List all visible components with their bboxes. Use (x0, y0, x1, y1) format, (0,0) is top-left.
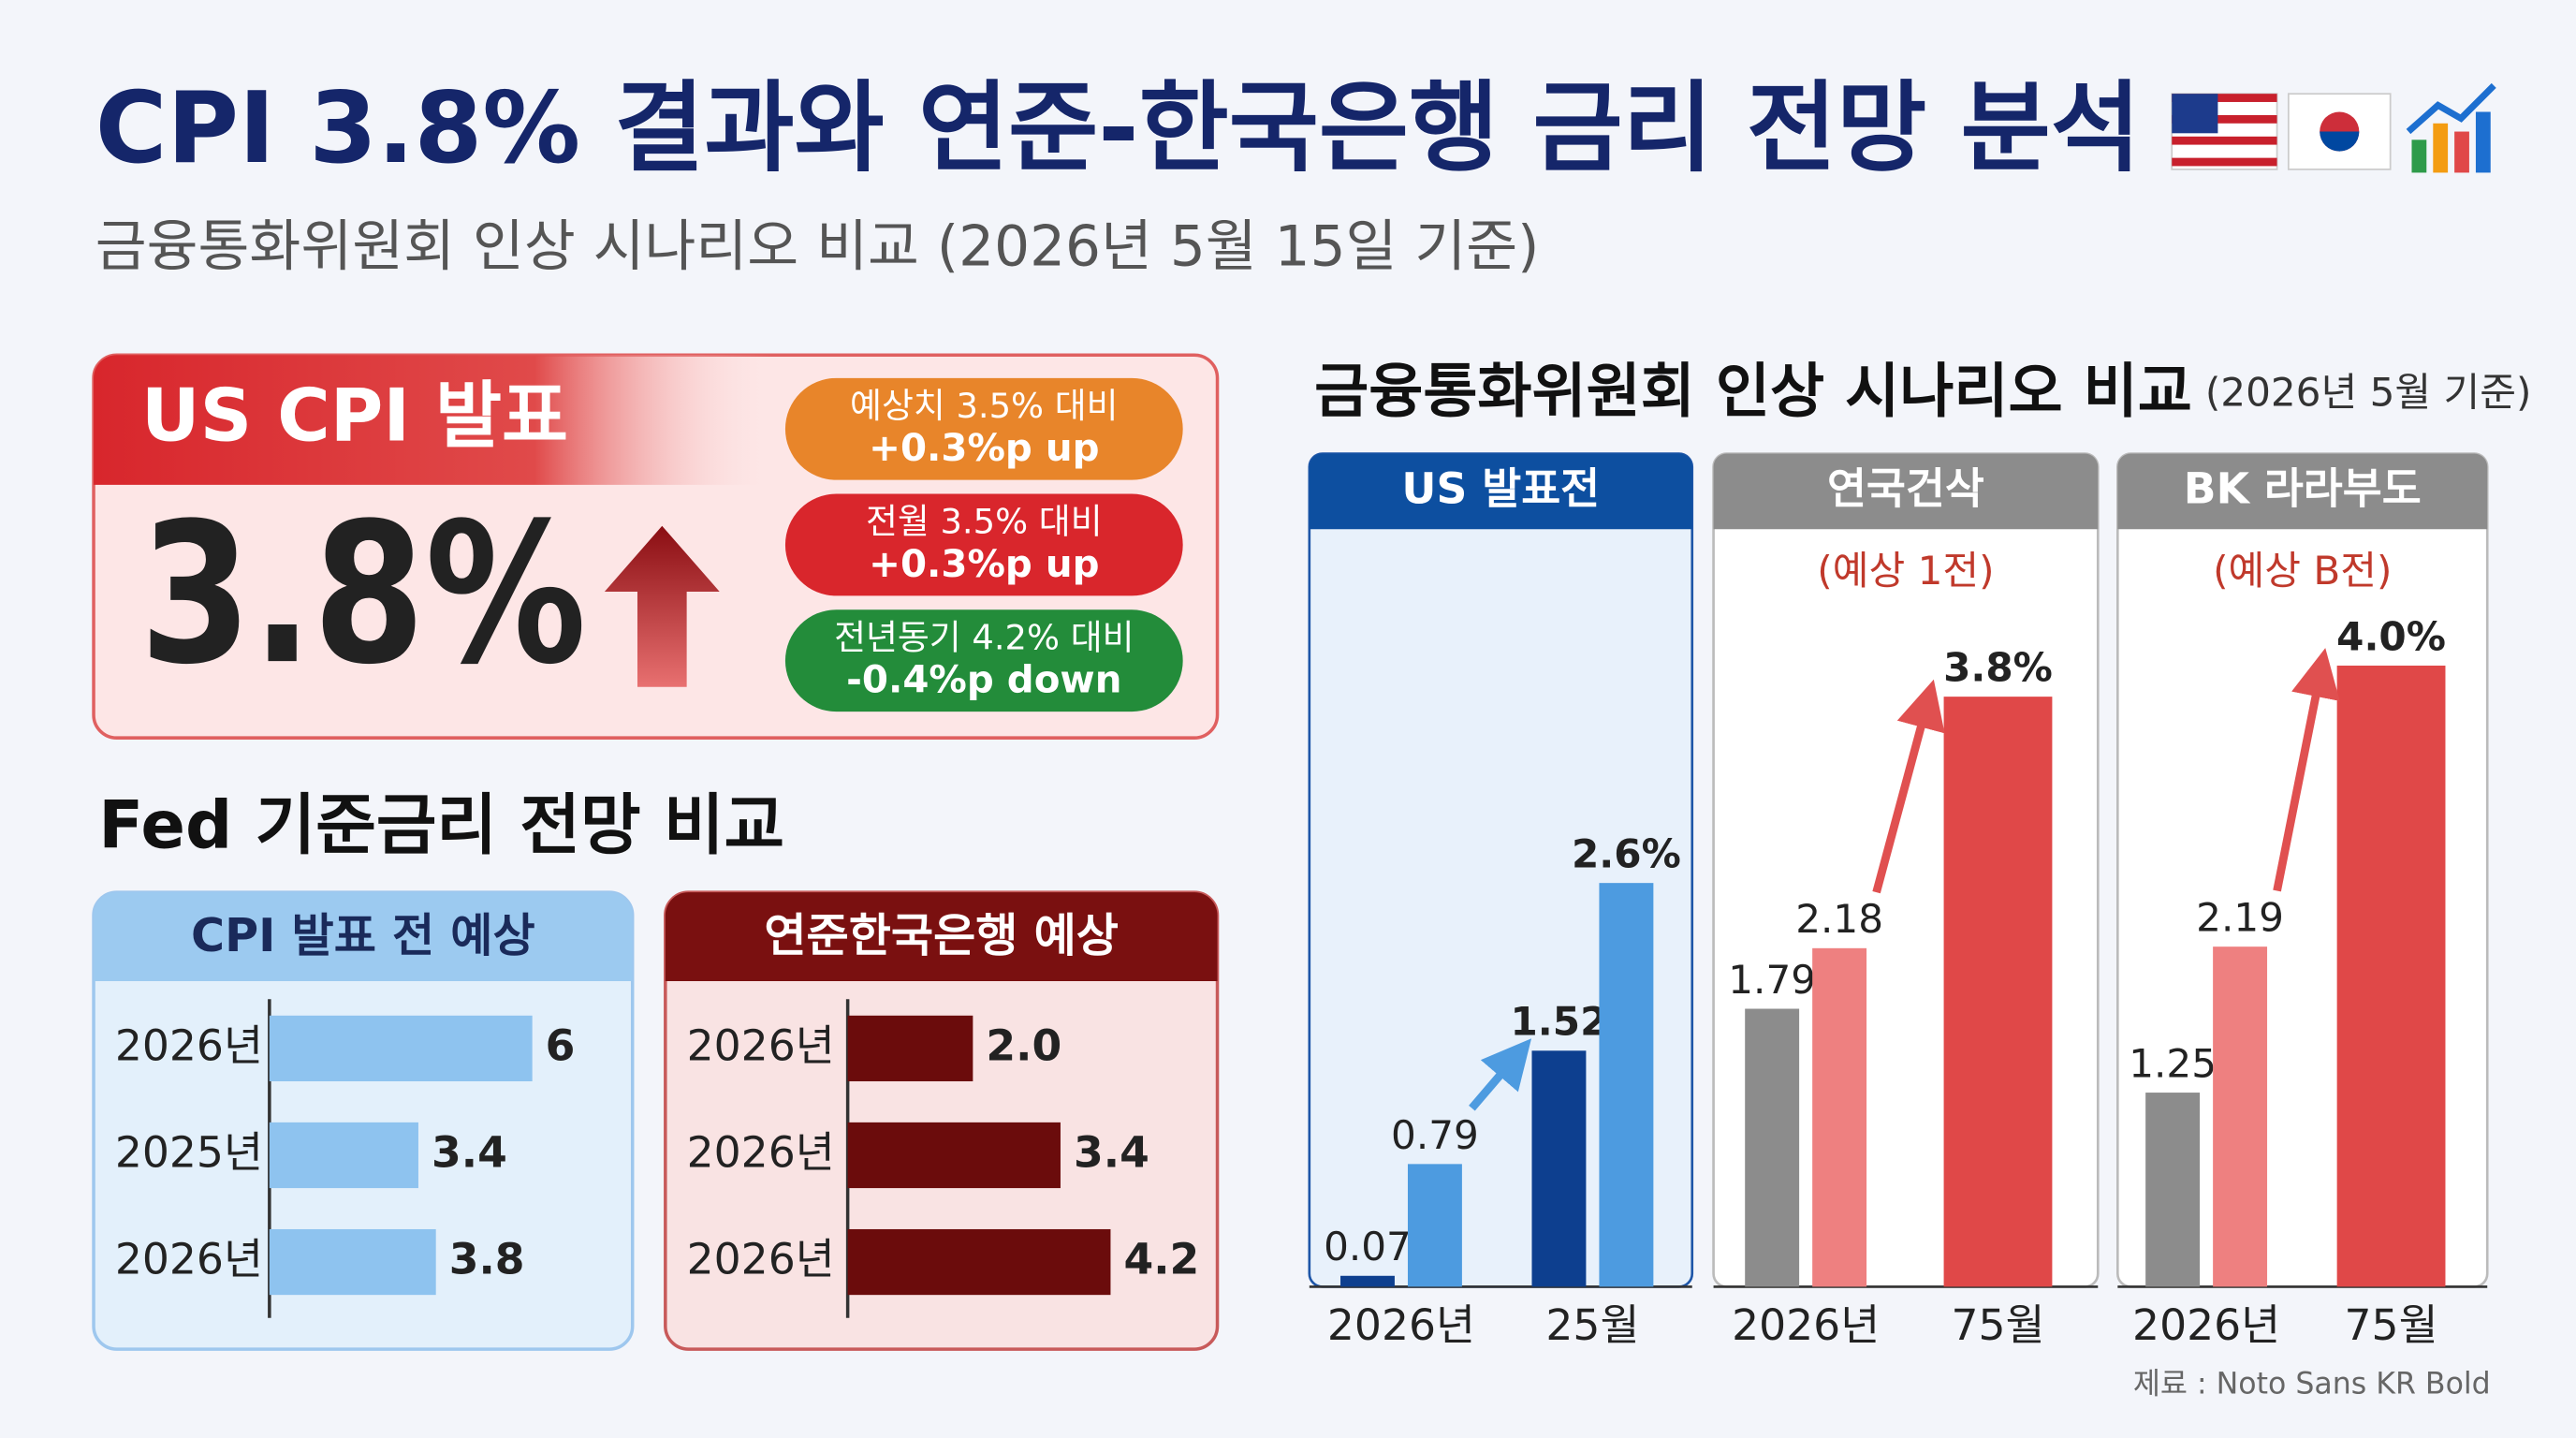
value-label: 0.07 (1324, 1224, 1412, 1269)
up-arrow (604, 525, 720, 687)
cpi-title: US CPI 발표 (141, 374, 568, 458)
x-tick-label: 2026년 (1732, 1300, 1880, 1350)
panel-title: US 발표전 (1401, 463, 1600, 513)
value-label: 1.25 (2129, 1040, 2217, 1086)
category-label: 2026년 (687, 1127, 835, 1177)
badge (784, 609, 1183, 712)
value-label: 3.4 (432, 1127, 507, 1177)
chart-title: CPI 발표 전 예상 (191, 908, 535, 962)
badge-line: 예상치 3.5% 대비 (850, 386, 1119, 426)
bar (269, 1122, 418, 1189)
bar (847, 1015, 973, 1081)
bar (1599, 883, 1654, 1287)
flag-us (2171, 93, 2278, 170)
badge (784, 377, 1183, 480)
flag-kr (2287, 93, 2392, 170)
value-label: 2.18 (1795, 896, 1883, 942)
bar (269, 1228, 436, 1296)
badge-line: +0.3%p up (869, 426, 1099, 470)
bar (1531, 1050, 1587, 1287)
category-label: 2026년 (115, 1235, 263, 1284)
trend-arrow (1872, 679, 1945, 894)
x-tick-label: 25월 (1545, 1300, 1639, 1350)
value-label: 4.0% (2336, 613, 2446, 659)
badge (784, 493, 1183, 596)
x-tick-label: 2026년 (2132, 1300, 2280, 1350)
scenario-subtitle: (2026년 5월 기준) (2205, 369, 2532, 415)
panel-subtitle: (예상 1전) (1817, 548, 1994, 594)
value-label: 1.79 (1728, 957, 1816, 1003)
chart-header (665, 892, 1218, 981)
panel-header (2117, 453, 2488, 530)
x-tick-label: 75월 (1951, 1300, 2044, 1350)
panel-header (1713, 453, 2099, 530)
x-tick-label: 2026년 (1327, 1300, 1475, 1350)
footer: 제료 : Noto Sans KR Bold (2133, 1368, 2491, 1401)
badge-line: +0.3%p up (869, 542, 1099, 586)
bar (2336, 665, 2446, 1287)
category-label: 2026년 (687, 1020, 835, 1070)
panel-subtitle: (예상 B전) (2213, 548, 2392, 594)
bar (1407, 1164, 1462, 1287)
chart-title: 연준한국은행 예상 (764, 908, 1119, 962)
value-label: 1.52 (1510, 999, 1607, 1045)
bar (269, 1015, 533, 1081)
title: CPI 3.8% 결과와 연준-한국은행 금리 전망 분석 (95, 70, 2141, 185)
panel-title: BK 라라부도 (2184, 463, 2422, 513)
value-label: 2.0 (986, 1020, 1061, 1070)
value-label: 3.8% (1943, 645, 2053, 691)
scenario-title: 금융통화위원회 인상 시나리오 비교 (2026년 5월 기준) (1314, 356, 2531, 425)
chart-header (94, 892, 633, 981)
badge-line: 전월 3.5% 대비 (866, 502, 1103, 542)
value-label: 0.79 (1391, 1112, 1479, 1158)
panel-title: 연국건삭 (1827, 463, 1984, 513)
bar (1340, 1275, 1395, 1287)
bar (847, 1228, 1111, 1296)
badge-line: -0.4%p down (846, 658, 1121, 702)
chart-icon (2406, 82, 2496, 173)
badge-line: 전년동기 4.2% 대비 (834, 617, 1134, 657)
cpi-header (94, 355, 772, 485)
section-title: Fed 기준금리 전망 비교 (98, 787, 784, 864)
bar (1812, 947, 1867, 1287)
panel-header (1309, 453, 1692, 530)
value-label: 3.8 (449, 1235, 525, 1284)
value-label: 2.19 (2196, 895, 2284, 941)
value-label: 3.4 (1074, 1127, 1149, 1177)
charts: CPI 발표 전 예상 2026년 6 2025년 3.4 2026년 3.8 연준한국은행 … (92, 452, 2489, 1351)
x-tick-label: 75월 (2345, 1300, 2438, 1350)
bar (847, 1122, 1061, 1189)
value-label: 4.2 (1123, 1235, 1199, 1284)
scenario-title-text: 금융통화위원회 인상 시나리오 비교 (1314, 356, 2192, 425)
category-label: 2025년 (115, 1127, 263, 1177)
trend-arrow (2273, 648, 2340, 892)
category-label: 2026년 (687, 1235, 835, 1284)
trend-arrow (1469, 1038, 1532, 1111)
cpi-value: 3.8% (139, 481, 586, 707)
subtitle: 금융통화위원회 인상 시나리오 비교 (2026년 5월 15일 기준) (95, 215, 1540, 280)
bar (2213, 946, 2268, 1287)
value-label: 2.6% (1572, 831, 1681, 877)
value-label: 6 (546, 1020, 576, 1070)
category-label: 2026년 (115, 1020, 263, 1070)
bar (1745, 1008, 1800, 1287)
bar (2145, 1093, 2201, 1287)
bar (1943, 697, 2053, 1287)
